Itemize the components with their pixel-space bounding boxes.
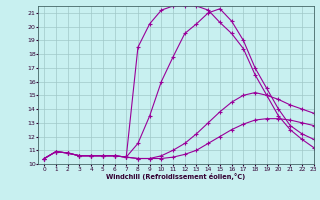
X-axis label: Windchill (Refroidissement éolien,°C): Windchill (Refroidissement éolien,°C) — [106, 173, 246, 180]
